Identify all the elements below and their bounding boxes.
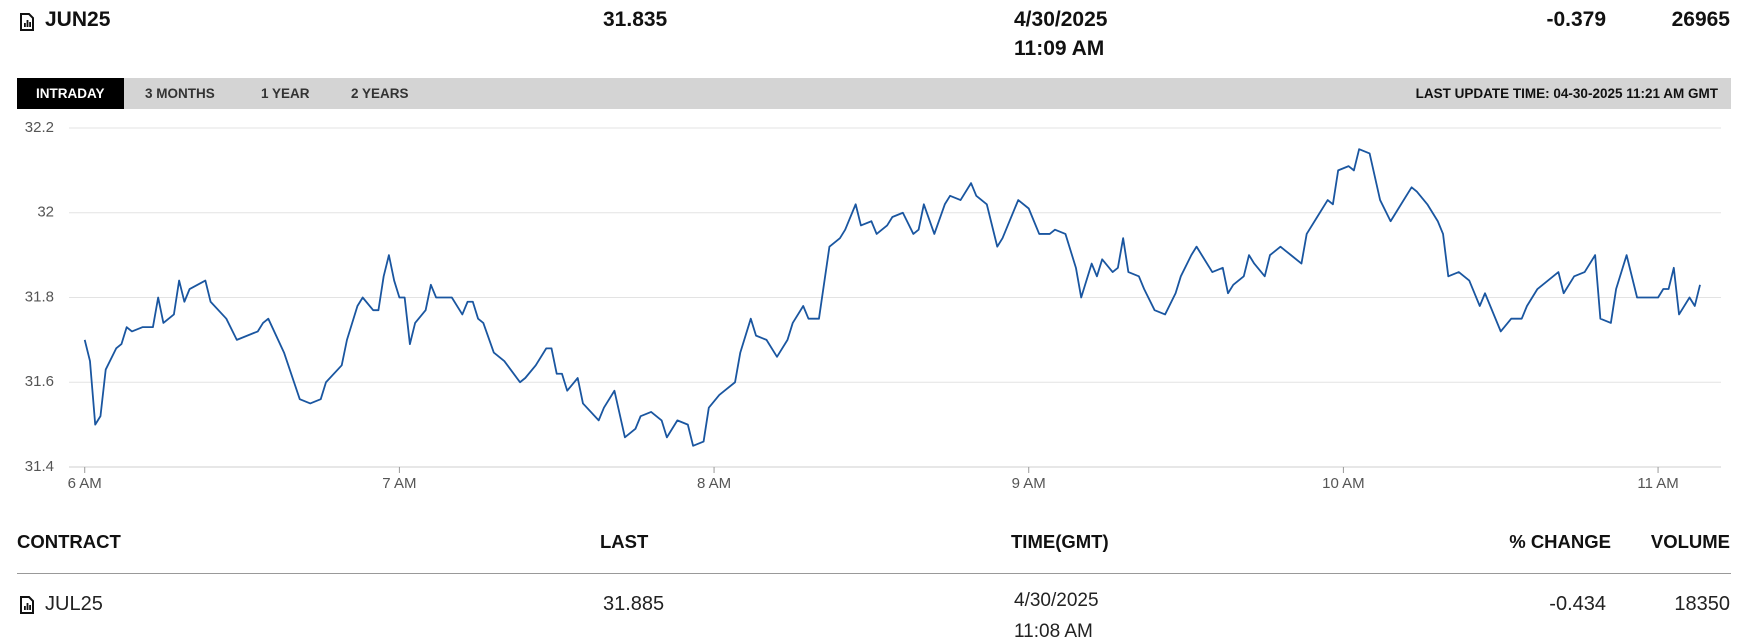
tab[interactable]: 3 MONTHS bbox=[145, 86, 215, 101]
y-tick-label: 31.8 bbox=[25, 288, 54, 305]
time: 11:09 AM bbox=[1014, 37, 1105, 60]
x-tick-label: 6 AM bbox=[68, 475, 102, 492]
column-header: CONTRACT bbox=[17, 531, 121, 552]
tab[interactable]: INTRADAY bbox=[17, 78, 124, 109]
contract-icon bbox=[20, 596, 34, 614]
time: 11:08 AM bbox=[1014, 621, 1093, 642]
change: -0.379 bbox=[1546, 8, 1606, 31]
divider bbox=[17, 573, 1731, 574]
date: 4/30/2025 bbox=[1014, 8, 1108, 31]
contract-icon bbox=[20, 13, 34, 31]
last-price: 31.835 bbox=[603, 8, 668, 31]
last-price: 31.885 bbox=[603, 593, 665, 615]
volume: 18350 bbox=[1674, 593, 1730, 615]
x-tick-label: 11 AM bbox=[1637, 475, 1678, 492]
column-header: TIME(GMT) bbox=[1011, 531, 1109, 552]
tab[interactable]: 2 YEARS bbox=[351, 86, 409, 101]
y-tick-label: 32.2 bbox=[25, 119, 54, 136]
y-tick-label: 32 bbox=[37, 204, 54, 221]
x-tick-label: 10 AM bbox=[1322, 475, 1365, 492]
contract[interactable]: JUN25 bbox=[45, 8, 111, 31]
tab-bar: INTRADAY 3 MONTHS 1 YEAR 2 YEARS LAST UP… bbox=[17, 78, 1731, 109]
y-tick-label: 31.4 bbox=[25, 458, 54, 475]
column-header: VOLUME bbox=[1650, 531, 1730, 552]
x-tick-label: 8 AM bbox=[697, 475, 731, 492]
tab[interactable]: 1 YEAR bbox=[261, 86, 310, 101]
column-header: % CHANGE bbox=[1509, 531, 1611, 552]
change: -0.434 bbox=[1549, 593, 1606, 615]
column-header: LAST bbox=[600, 531, 649, 552]
chart: 31.4 31.6 31.8 32 32.2 6 AM 7 AM 8 AM 9 AM 10 AM 1… bbox=[25, 119, 1721, 492]
contract[interactable]: JUL25 bbox=[45, 593, 103, 615]
price-line bbox=[83, 148, 1701, 447]
volume: 26965 bbox=[1671, 8, 1730, 31]
x-tick-label: 7 AM bbox=[382, 475, 416, 492]
date: 4/30/2025 bbox=[1014, 590, 1099, 611]
y-tick-label: 31.6 bbox=[25, 373, 54, 390]
x-tick-label: 9 AM bbox=[1012, 475, 1046, 492]
last-update: LAST UPDATE TIME: 04-30-2025 11:21 AM GM… bbox=[1415, 86, 1718, 101]
